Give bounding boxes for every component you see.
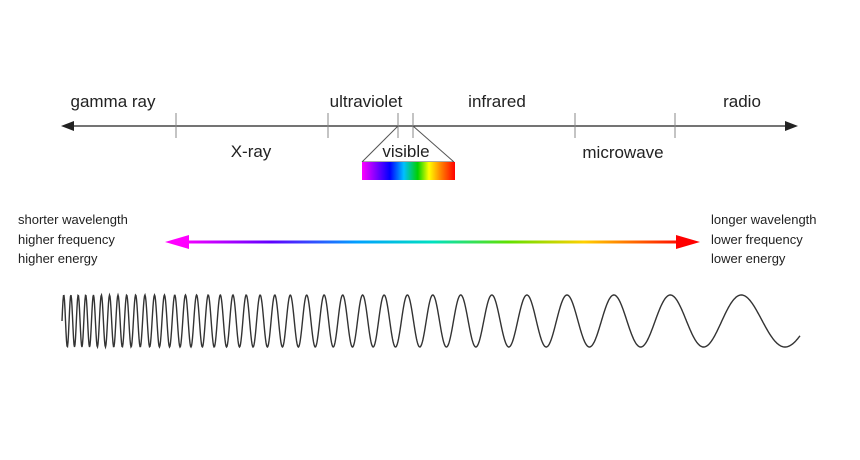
- band-label: X-ray: [231, 142, 272, 161]
- note: higher energy: [18, 251, 98, 266]
- gradient-arrow: [165, 235, 700, 249]
- band-label: infrared: [468, 92, 526, 111]
- note: longer wavelength: [711, 212, 817, 227]
- axis: [61, 121, 798, 131]
- band-label: microwave: [582, 143, 663, 162]
- note: higher frequency: [18, 232, 115, 247]
- band-label: visible: [382, 142, 429, 161]
- note: shorter wavelength: [18, 212, 128, 227]
- band-label: ultraviolet: [330, 92, 403, 111]
- note: lower energy: [711, 251, 786, 266]
- visible-spectrum: [362, 162, 455, 180]
- band-dividers: [175, 113, 676, 138]
- band-label: gamma ray: [70, 92, 156, 111]
- band-label: radio: [723, 92, 761, 111]
- wave: [61, 292, 801, 350]
- note: lower frequency: [711, 232, 803, 247]
